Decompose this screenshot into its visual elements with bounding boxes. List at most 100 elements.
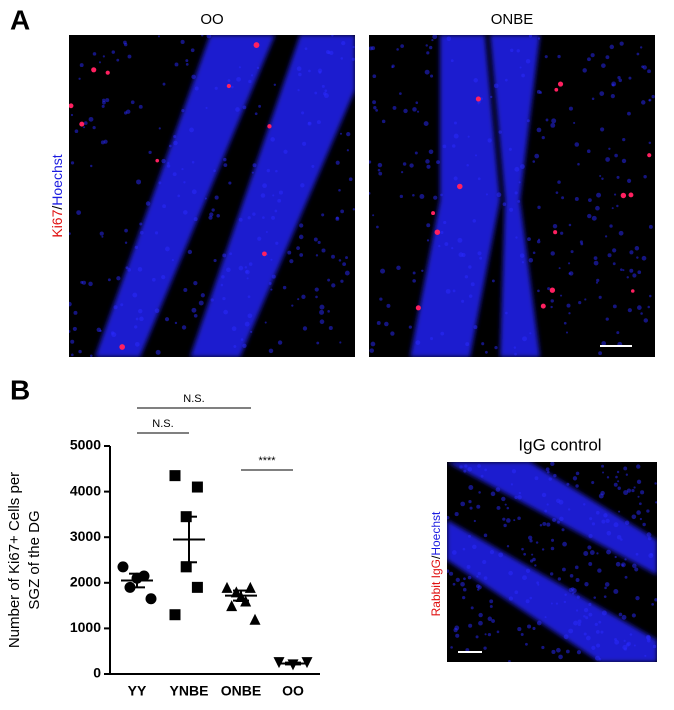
nucleus	[432, 35, 438, 40]
nucleus	[271, 215, 276, 220]
nucleus	[568, 587, 573, 593]
nucleus	[139, 316, 144, 322]
nucleus	[557, 520, 560, 524]
nucleus	[577, 622, 581, 627]
nucleus	[460, 501, 466, 507]
nucleus	[426, 223, 431, 228]
nucleus	[392, 105, 397, 110]
nucleus	[282, 285, 287, 290]
nucleus	[614, 153, 618, 158]
nucleus	[536, 620, 542, 626]
nucleus	[605, 157, 610, 162]
nucleus	[352, 208, 355, 211]
nucleus	[173, 134, 177, 139]
nucleus	[647, 69, 651, 74]
nucleus	[71, 353, 74, 357]
nucleus	[578, 301, 582, 305]
nucleus	[529, 596, 533, 600]
nucleus	[460, 581, 465, 587]
nucleus	[626, 641, 631, 646]
nucleus	[213, 258, 217, 263]
significance-label: N.S.	[183, 393, 204, 405]
nucleus	[631, 514, 637, 520]
nucleus	[462, 547, 466, 551]
nucleus	[585, 635, 591, 641]
nucleus	[515, 236, 518, 239]
y-tick-label: 4000	[70, 482, 101, 498]
nucleus	[508, 659, 511, 662]
ki67-cell	[415, 305, 421, 311]
nucleus	[602, 471, 605, 474]
nucleus	[601, 63, 606, 68]
y-tick-label: 1000	[70, 619, 101, 635]
x-tick-label: YY	[128, 683, 147, 699]
nucleus	[291, 304, 294, 307]
stain-ki67: Ki67	[49, 209, 65, 237]
nucleus	[621, 563, 624, 567]
y-tick-label: 0	[93, 665, 101, 681]
nucleus	[546, 503, 549, 506]
nucleus	[569, 574, 574, 578]
nucleus	[629, 633, 633, 636]
nucleus	[541, 492, 547, 498]
nucleus	[655, 501, 657, 504]
nucleus	[617, 486, 621, 490]
nucleus	[206, 35, 212, 39]
nucleus	[338, 188, 341, 192]
nucleus	[473, 325, 478, 330]
nucleus	[583, 632, 587, 636]
nucleus	[618, 230, 624, 236]
nucleus	[583, 607, 589, 613]
nucleus	[88, 116, 94, 122]
nucleus	[467, 466, 473, 472]
nucleus	[568, 223, 572, 227]
nucleus	[621, 158, 627, 164]
nucleus	[443, 220, 447, 225]
nucleus	[494, 345, 498, 350]
micrograph	[69, 35, 355, 357]
nucleus	[461, 299, 465, 303]
nucleus	[568, 628, 574, 634]
nucleus	[340, 209, 345, 214]
nucleus	[593, 596, 596, 599]
nucleus	[268, 348, 274, 354]
nucleus	[622, 137, 626, 142]
nucleus	[451, 550, 457, 555]
ki67-cell	[475, 96, 481, 102]
nucleus	[412, 193, 415, 197]
nucleus	[550, 602, 553, 605]
nucleus	[473, 78, 479, 83]
nucleus	[541, 645, 545, 650]
nucleus	[622, 644, 628, 650]
nucleus	[116, 58, 120, 62]
nucleus	[551, 649, 556, 655]
nucleus	[472, 544, 477, 550]
nucleus	[576, 650, 582, 655]
nucleus	[324, 89, 328, 93]
nucleus	[568, 312, 571, 315]
error-bar	[285, 661, 301, 666]
nucleus	[563, 600, 567, 604]
nucleus	[205, 106, 208, 110]
nucleus	[482, 559, 487, 565]
nucleus	[191, 160, 195, 164]
tissue	[410, 35, 540, 357]
nucleus	[191, 189, 197, 195]
nucleus	[577, 619, 582, 624]
nucleus	[637, 495, 640, 498]
nucleus	[301, 294, 306, 299]
nucleus	[490, 95, 493, 99]
nucleus	[380, 268, 386, 274]
nucleus	[453, 133, 459, 139]
nucleus	[180, 39, 185, 44]
nucleus	[455, 633, 460, 638]
ki67-cell	[105, 70, 110, 75]
nucleus	[132, 292, 138, 298]
nucleus	[522, 575, 527, 581]
nucleus	[599, 174, 602, 178]
nucleus	[489, 599, 494, 604]
nucleus	[495, 487, 501, 492]
nucleus	[514, 191, 518, 195]
nucleus	[519, 66, 522, 69]
nucleus	[447, 569, 450, 573]
